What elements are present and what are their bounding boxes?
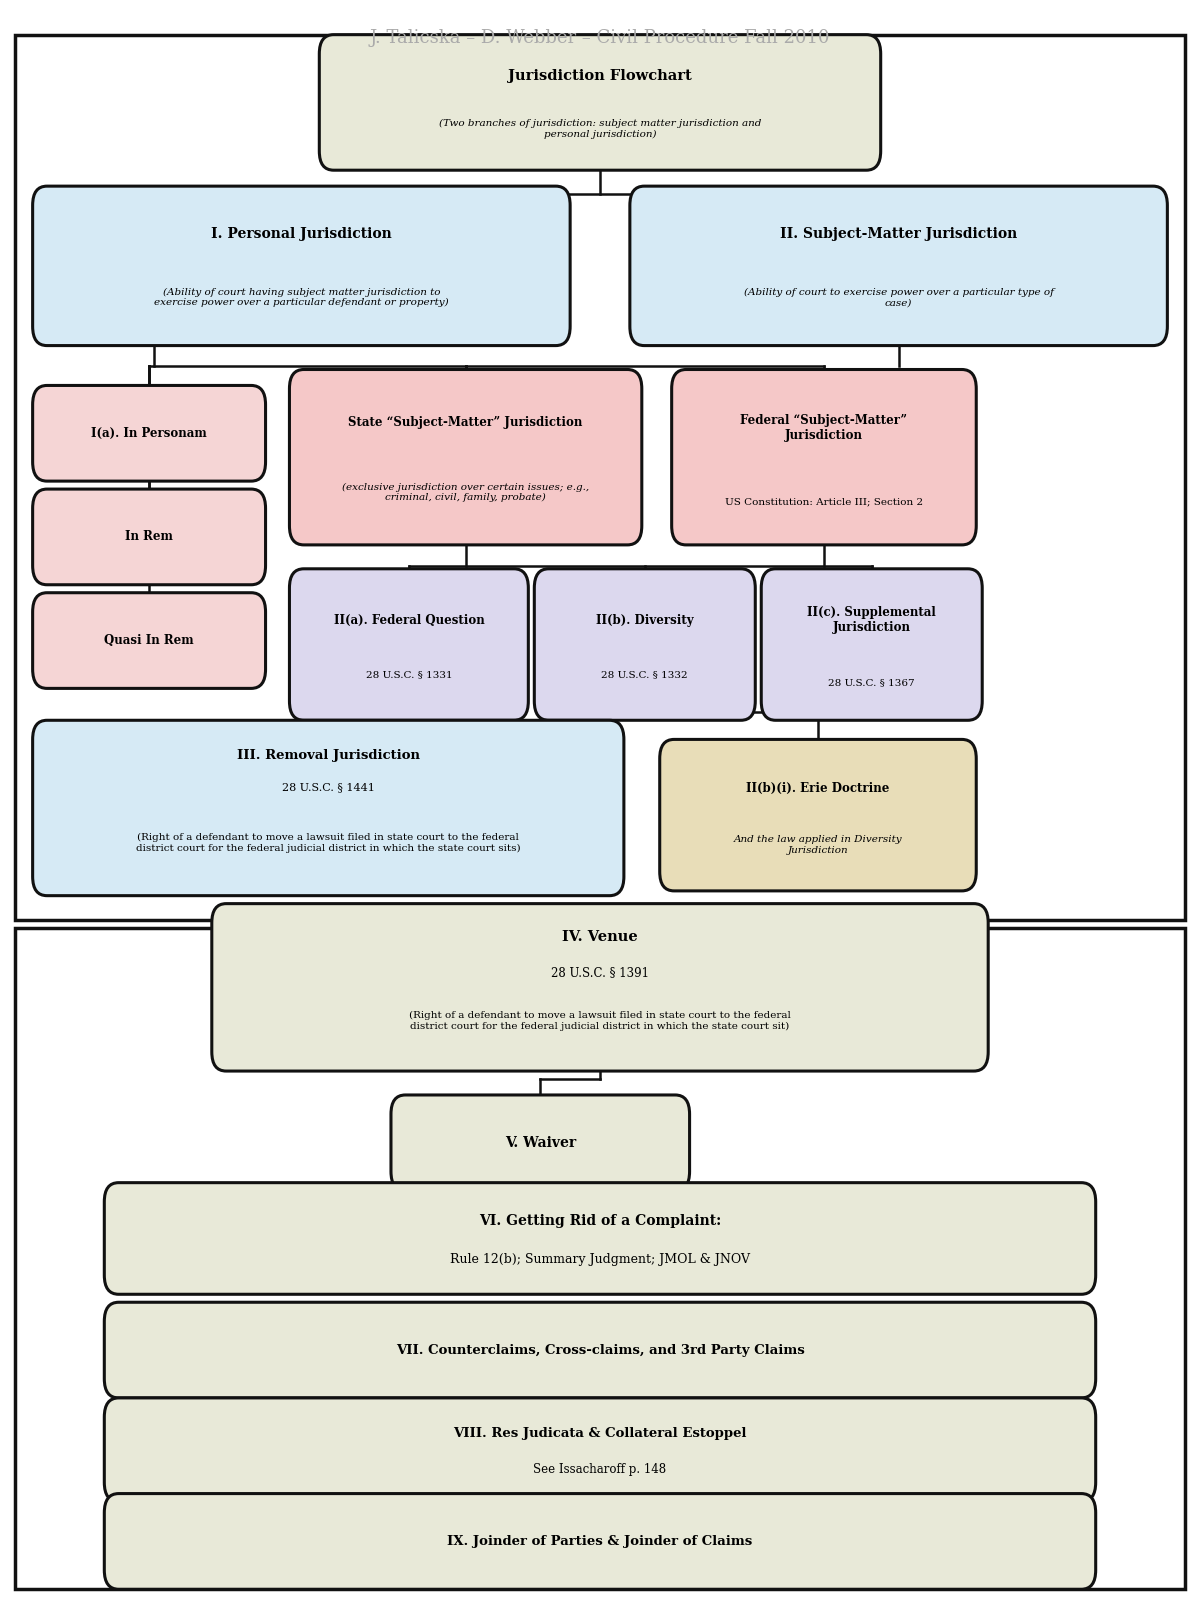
FancyBboxPatch shape	[672, 370, 977, 546]
FancyBboxPatch shape	[660, 739, 977, 891]
Text: 28 U.S.C. § 1441: 28 U.S.C. § 1441	[282, 782, 374, 792]
Bar	[14, 35, 1186, 920]
Text: II(b)(i). Erie Doctrine: II(b)(i). Erie Doctrine	[746, 781, 889, 795]
Text: II(b). Diversity: II(b). Diversity	[596, 614, 694, 627]
FancyBboxPatch shape	[289, 370, 642, 546]
Text: (Two branches of jurisdiction: subject matter jurisdiction and
personal jurisdic: (Two branches of jurisdiction: subject m…	[439, 118, 761, 139]
FancyBboxPatch shape	[104, 1182, 1096, 1294]
Text: Quasi In Rem: Quasi In Rem	[104, 634, 194, 646]
FancyBboxPatch shape	[391, 1094, 690, 1190]
FancyBboxPatch shape	[32, 490, 265, 584]
Text: Rule 12(b); Summary Judgment; JMOL & JNOV: Rule 12(b); Summary Judgment; JMOL & JNO…	[450, 1253, 750, 1266]
Text: (exclusive jurisdiction over certain issues; e.g.,
criminal, civil, family, prob: (exclusive jurisdiction over certain iss…	[342, 483, 589, 502]
Text: VII. Counterclaims, Cross-claims, and 3rd Party Claims: VII. Counterclaims, Cross-claims, and 3r…	[396, 1344, 804, 1357]
Text: And the law applied in Diversity
Jurisdiction: And the law applied in Diversity Jurisdi…	[733, 835, 902, 854]
Text: (Ability of court having subject matter jurisdiction to
exercise power over a pa: (Ability of court having subject matter …	[154, 288, 449, 307]
Text: (Ability of court to exercise power over a particular type of
case): (Ability of court to exercise power over…	[744, 288, 1054, 307]
FancyBboxPatch shape	[104, 1302, 1096, 1398]
Text: 28 U.S.C. § 1331: 28 U.S.C. § 1331	[366, 670, 452, 678]
Text: See Issacharoff p. 148: See Issacharoff p. 148	[534, 1462, 666, 1475]
Text: IV. Venue: IV. Venue	[562, 930, 638, 944]
Text: (Right of a defendant to move a lawsuit filed in state court to the federal
dist: (Right of a defendant to move a lawsuit …	[136, 834, 521, 853]
FancyBboxPatch shape	[104, 1398, 1096, 1501]
Text: J. Talicska – D. Webber – Civil Procedure Fall 2010: J. Talicska – D. Webber – Civil Procedur…	[370, 29, 830, 46]
Text: II(a). Federal Question: II(a). Federal Question	[334, 614, 485, 627]
Text: VI. Getting Rid of a Complaint:: VI. Getting Rid of a Complaint:	[479, 1214, 721, 1229]
Text: US Constitution: Article III; Section 2: US Constitution: Article III; Section 2	[725, 498, 923, 506]
FancyBboxPatch shape	[32, 186, 570, 346]
FancyBboxPatch shape	[32, 720, 624, 896]
Text: I(a). In Personam: I(a). In Personam	[91, 427, 206, 440]
Text: V. Waiver: V. Waiver	[505, 1136, 576, 1150]
FancyBboxPatch shape	[212, 904, 988, 1070]
FancyBboxPatch shape	[289, 570, 528, 720]
Text: III. Removal Jurisdiction: III. Removal Jurisdiction	[236, 749, 420, 762]
FancyBboxPatch shape	[32, 592, 265, 688]
Bar	[14, 928, 1186, 1589]
Text: Federal “Subject-Matter”
Jurisdiction: Federal “Subject-Matter” Jurisdiction	[740, 414, 907, 443]
Text: State “Subject-Matter” Jurisdiction: State “Subject-Matter” Jurisdiction	[348, 416, 583, 429]
Text: II(c). Supplemental
Jurisdiction: II(c). Supplemental Jurisdiction	[808, 606, 936, 634]
FancyBboxPatch shape	[630, 186, 1168, 346]
Text: In Rem: In Rem	[125, 531, 173, 544]
Text: Jurisdiction Flowchart: Jurisdiction Flowchart	[508, 69, 692, 83]
Text: (Right of a defendant to move a lawsuit filed in state court to the federal
dist: (Right of a defendant to move a lawsuit …	[409, 1011, 791, 1030]
Text: VIII. Res Judicata & Collateral Estoppel: VIII. Res Judicata & Collateral Estoppel	[454, 1427, 746, 1440]
FancyBboxPatch shape	[32, 386, 265, 482]
Text: IX. Joinder of Parties & Joinder of Claims: IX. Joinder of Parties & Joinder of Clai…	[448, 1534, 752, 1547]
Text: 28 U.S.C. § 1332: 28 U.S.C. § 1332	[601, 670, 688, 678]
FancyBboxPatch shape	[319, 35, 881, 170]
Text: I. Personal Jurisdiction: I. Personal Jurisdiction	[211, 227, 391, 242]
FancyBboxPatch shape	[761, 570, 983, 720]
Text: II. Subject-Matter Jurisdiction: II. Subject-Matter Jurisdiction	[780, 227, 1018, 242]
Text: 28 U.S.C. § 1391: 28 U.S.C. § 1391	[551, 966, 649, 979]
FancyBboxPatch shape	[104, 1493, 1096, 1589]
FancyBboxPatch shape	[534, 570, 755, 720]
Text: 28 U.S.C. § 1367: 28 U.S.C. § 1367	[828, 678, 916, 686]
